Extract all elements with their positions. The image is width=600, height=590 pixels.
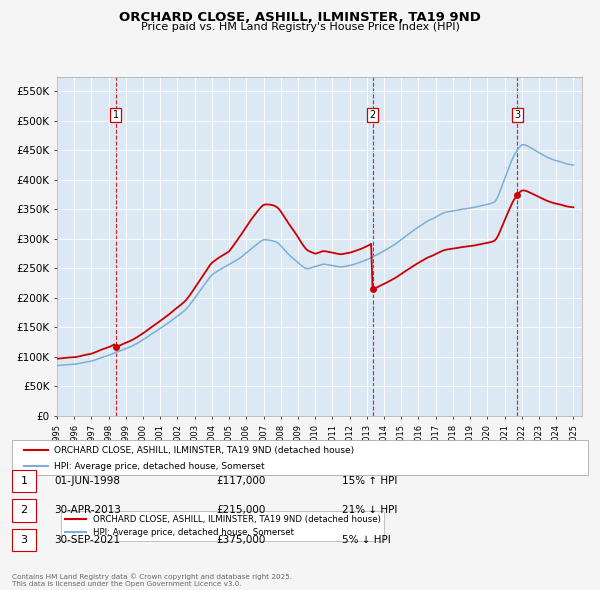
- Text: £215,000: £215,000: [216, 506, 265, 515]
- Text: 3: 3: [514, 110, 521, 120]
- Text: 2: 2: [20, 506, 28, 515]
- Legend: ORCHARD CLOSE, ASHILL, ILMINSTER, TA19 9ND (detached house), HPI: Average price,: ORCHARD CLOSE, ASHILL, ILMINSTER, TA19 9…: [61, 512, 385, 540]
- Text: 30-APR-2013: 30-APR-2013: [54, 506, 121, 515]
- Text: Contains HM Land Registry data © Crown copyright and database right 2025.
This d: Contains HM Land Registry data © Crown c…: [12, 573, 292, 587]
- Text: 2: 2: [370, 110, 376, 120]
- Text: 3: 3: [20, 535, 28, 545]
- Text: 5% ↓ HPI: 5% ↓ HPI: [342, 535, 391, 545]
- Text: £117,000: £117,000: [216, 476, 265, 486]
- Text: £375,000: £375,000: [216, 535, 265, 545]
- Text: 1: 1: [20, 476, 28, 486]
- Text: 1: 1: [113, 110, 119, 120]
- Text: 21% ↓ HPI: 21% ↓ HPI: [342, 506, 397, 515]
- Text: ORCHARD CLOSE, ASHILL, ILMINSTER, TA19 9ND: ORCHARD CLOSE, ASHILL, ILMINSTER, TA19 9…: [119, 11, 481, 24]
- Text: Price paid vs. HM Land Registry's House Price Index (HPI): Price paid vs. HM Land Registry's House …: [140, 22, 460, 32]
- Text: ORCHARD CLOSE, ASHILL, ILMINSTER, TA19 9ND (detached house): ORCHARD CLOSE, ASHILL, ILMINSTER, TA19 9…: [54, 445, 354, 455]
- Text: HPI: Average price, detached house, Somerset: HPI: Average price, detached house, Some…: [54, 461, 265, 471]
- Text: 01-JUN-1998: 01-JUN-1998: [54, 476, 120, 486]
- Text: 15% ↑ HPI: 15% ↑ HPI: [342, 476, 397, 486]
- Text: 30-SEP-2021: 30-SEP-2021: [54, 535, 120, 545]
